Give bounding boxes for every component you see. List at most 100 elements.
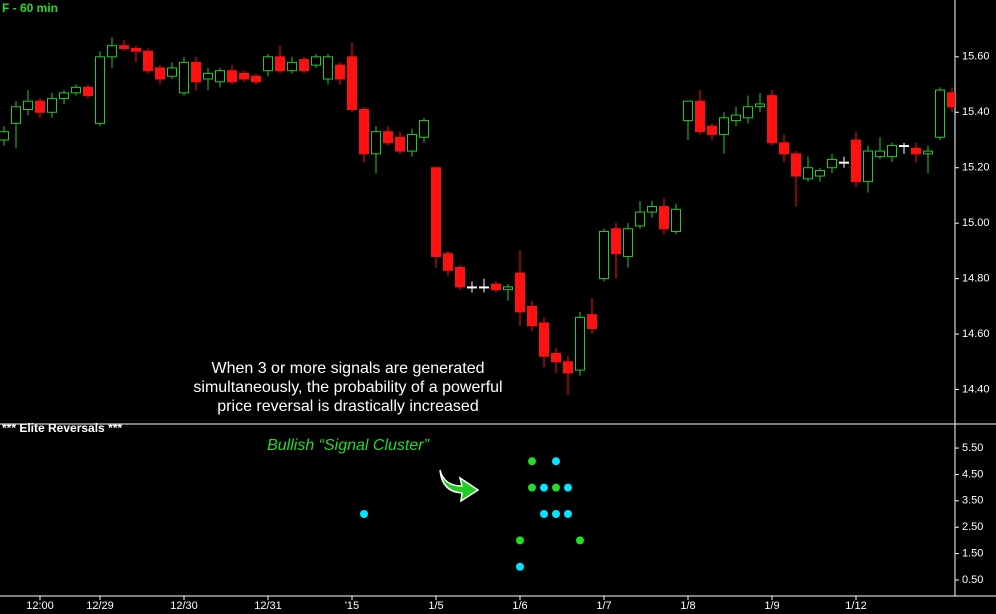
signal-dot — [552, 510, 560, 519]
candle-body — [455, 267, 465, 288]
candle-body — [311, 56, 321, 66]
candle-body — [263, 56, 273, 72]
candle-body — [95, 56, 105, 124]
indicator-title: *** Elite Reversals *** — [2, 421, 122, 435]
y-tick-label: 14.40 — [962, 383, 990, 395]
candle-body — [203, 72, 213, 80]
candle-body — [0, 131, 9, 141]
candle-body — [131, 48, 141, 52]
indicator-label: Bullish “Signal Cluster” — [267, 437, 430, 454]
arrow-icon — [439, 469, 480, 503]
signal-dot — [528, 457, 536, 466]
signal-dot — [516, 562, 524, 571]
annotation: simultaneously, the probability of a pow… — [193, 379, 502, 396]
signal-dot — [516, 536, 524, 545]
y-tick-label: 15.00 — [962, 217, 990, 229]
x-tick-label: 12/29 — [86, 600, 114, 612]
candle-body — [875, 150, 885, 158]
candle-body — [443, 253, 453, 271]
signal-dot — [360, 510, 368, 519]
candle-body — [371, 131, 381, 155]
candle-body — [563, 361, 573, 374]
x-tick-label: 12:00 — [26, 600, 54, 612]
candle-body — [347, 56, 357, 111]
y-tick-label: 14.80 — [962, 273, 990, 285]
candle-body — [779, 142, 789, 155]
signal-dot — [552, 483, 560, 492]
candle-body — [755, 103, 765, 108]
x-tick-label: 1/9 — [764, 600, 779, 612]
candle-body — [179, 61, 189, 94]
y-tick-label: 14.60 — [962, 328, 990, 340]
candle-body — [11, 106, 21, 124]
candle-body — [863, 150, 873, 183]
y-tick-label: 15.40 — [962, 106, 990, 118]
candle-body — [479, 286, 489, 289]
y-tick-label: 0.50 — [962, 574, 983, 586]
candle-body — [431, 167, 441, 257]
candle-body — [635, 211, 645, 227]
candle-body — [623, 228, 633, 257]
candle-body — [719, 117, 729, 135]
y-tick-label: 5.50 — [962, 442, 983, 454]
signal-dot — [540, 483, 548, 492]
candle-body — [323, 56, 333, 80]
signal-dot — [564, 483, 572, 492]
candle-body — [803, 167, 813, 180]
candle-body — [143, 50, 153, 72]
candle-body — [827, 158, 837, 169]
candle-body — [191, 61, 201, 83]
chart-title: F - 60 min — [2, 1, 58, 15]
candle-body — [23, 100, 33, 111]
candle-body — [503, 286, 513, 291]
candle-body — [707, 125, 717, 135]
annotation: When 3 or more signals are generated — [211, 360, 484, 377]
candle-body — [839, 161, 849, 164]
candle-body — [923, 150, 933, 155]
candle-body — [935, 89, 945, 138]
candle-body — [383, 131, 393, 144]
candle-body — [887, 145, 897, 158]
signal-dot — [528, 483, 536, 492]
candle-body — [527, 305, 537, 327]
candle-body — [575, 316, 585, 371]
candle-body — [911, 147, 921, 155]
y-tick-label: 1.50 — [962, 547, 983, 559]
candle-body — [407, 133, 417, 152]
candle-body — [491, 283, 501, 291]
x-tick-label: 1/7 — [596, 600, 611, 612]
x-tick-label: 1/5 — [428, 600, 443, 612]
candle-body — [35, 100, 45, 113]
x-tick-label: 1/8 — [680, 600, 695, 612]
candle-body — [743, 106, 753, 119]
annotation: price reversal is drastically increased — [217, 398, 478, 415]
candle-body — [107, 45, 117, 58]
candle-body — [539, 322, 549, 357]
candle-body — [299, 59, 309, 72]
x-tick-label: 12/31 — [254, 600, 282, 612]
candle-body — [335, 64, 345, 80]
y-tick-label: 3.50 — [962, 495, 983, 507]
candle-body — [215, 70, 225, 83]
x-tick-label: '15 — [345, 600, 359, 612]
y-tick-label: 15.60 — [962, 51, 990, 63]
candle-body — [395, 136, 405, 152]
candle-body — [899, 145, 909, 148]
x-tick-label: 1/12 — [845, 600, 866, 612]
candle-body — [683, 100, 693, 122]
candle-body — [119, 45, 129, 50]
candle-body — [251, 75, 261, 83]
candle-body — [167, 67, 177, 77]
x-tick-label: 12/30 — [170, 600, 198, 612]
candle-body — [227, 70, 237, 83]
signal-dot — [576, 536, 584, 545]
y-tick-label: 4.50 — [962, 468, 983, 480]
signal-dot — [540, 510, 548, 519]
candle-body — [59, 92, 69, 99]
candle-body — [851, 139, 861, 183]
y-tick-label: 15.20 — [962, 162, 990, 174]
candle-body — [419, 120, 429, 138]
candle-body — [467, 286, 477, 289]
candle-body — [587, 314, 597, 330]
